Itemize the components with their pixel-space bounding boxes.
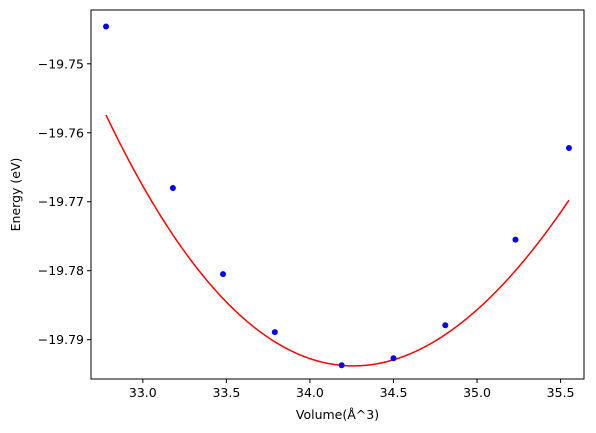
x-tick-label: 35.5 [547, 385, 575, 400]
x-tick-label: 33.0 [129, 385, 157, 400]
y-tick-label: −19.78 [38, 263, 84, 278]
data-point [103, 23, 110, 30]
x-tick-label: 33.5 [212, 385, 240, 400]
data-point [512, 236, 519, 243]
y-tick-label: −19.75 [38, 56, 84, 71]
data-point [442, 322, 449, 329]
y-tick-label: −19.79 [38, 332, 84, 347]
data-point [220, 271, 227, 278]
fit-curve [105, 114, 570, 367]
y-axis-ticks: −19.75 −19.76 −19.77 −19.78 −19.79 [38, 56, 91, 347]
plot-frame [90, 9, 585, 380]
x-axis-ticks: 33.0 33.5 34.0 34.5 35.0 35.5 [129, 379, 575, 400]
y-tick-label: −19.76 [38, 125, 84, 140]
plot-background [91, 10, 584, 379]
fit-curve-layer [105, 114, 570, 367]
data-point [338, 362, 345, 369]
x-tick-label: 35.0 [463, 385, 491, 400]
data-point [271, 329, 278, 336]
y-axis-label: Energy (eV) [8, 158, 23, 232]
data-point [565, 144, 572, 151]
x-axis-label: Volume(Å^3) [296, 407, 379, 422]
data-points-layer [103, 23, 572, 369]
x-tick-label: 34.5 [380, 385, 408, 400]
data-point [169, 184, 176, 191]
y-tick-label: −19.77 [38, 194, 84, 209]
x-tick-label: 34.0 [296, 385, 324, 400]
data-point [390, 355, 397, 362]
